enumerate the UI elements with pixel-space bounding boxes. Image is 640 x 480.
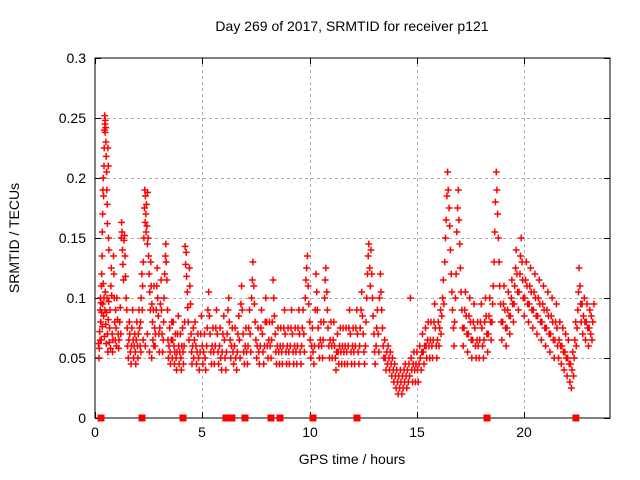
y-tick-label: 0.3 (67, 50, 87, 66)
x-tick-label: 10 (302, 424, 318, 440)
chart-title: Day 269 of 2017, SRMTID for receiver p12… (215, 18, 488, 34)
y-tick-label: 0.25 (59, 110, 86, 126)
y-axis-label: SRMTID / TECUs (6, 183, 22, 293)
x-tick-label: 15 (409, 424, 425, 440)
y-tick-label: 0.2 (67, 170, 87, 186)
x-tick-label: 0 (91, 424, 99, 440)
x-tick-label: 5 (198, 424, 206, 440)
scatter-points (95, 112, 598, 398)
plot-border (94, 57, 611, 419)
y-tick-label: 0 (78, 410, 86, 426)
tick-labels: 0 5 10 15 20 0 0.05 0.1 0.15 0.2 0.25 0.3 (59, 50, 532, 440)
y-tick-label: 0.15 (59, 230, 86, 246)
y-tick-label: 0.05 (59, 350, 86, 366)
x-tick-label: 20 (516, 424, 532, 440)
y-tick-label: 0.1 (67, 290, 87, 306)
x-axis-label: GPS time / hours (299, 451, 406, 467)
